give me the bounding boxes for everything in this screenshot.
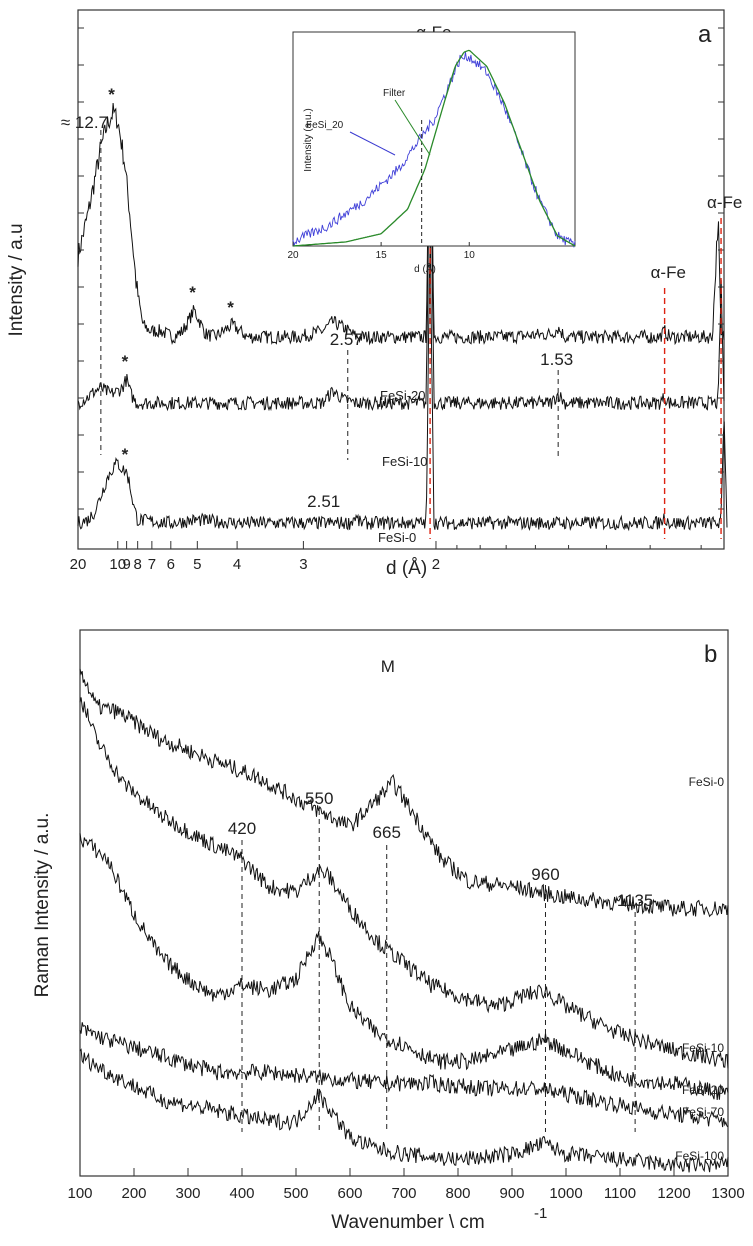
series-line-fesi-10 — [79, 697, 729, 1069]
series-label: FeSi-70 — [682, 1105, 724, 1119]
alpha-fe-label: α-Fe — [707, 193, 742, 212]
alpha-fe-label: α-Fe — [651, 263, 686, 282]
peak-star-marker: * — [122, 445, 129, 464]
x-tick-label: 1100 — [604, 1185, 636, 1202]
peak-label: 960 — [531, 865, 559, 884]
x-tick-label: 600 — [337, 1185, 362, 1202]
x-tick-label: 10 — [109, 556, 126, 573]
x-tick-label: 300 — [175, 1185, 200, 1202]
series-line-fesi-20 — [79, 833, 729, 1100]
inset-series-line-fesi_20 — [292, 52, 576, 248]
x-tick-label: 100 — [67, 1185, 92, 1202]
x-tick-label: 200 — [121, 1185, 146, 1202]
series-label: FeSi-20 — [682, 1083, 724, 1097]
x-tick-label: 7 — [148, 556, 156, 573]
x-tick-label: 500 — [283, 1185, 308, 1202]
panel-label-b: b — [704, 641, 717, 668]
peak-label: 1135 — [617, 891, 654, 910]
x-tick-label: 5 — [193, 556, 201, 573]
series-line-fesi-70 — [79, 1022, 729, 1128]
x-tick-label: 1300 — [711, 1185, 744, 1202]
x-tick-label: 1000 — [549, 1185, 582, 1202]
panel-label-a: a — [698, 21, 712, 48]
inset-y-axis-label: Intensity (a.u.) — [303, 108, 314, 171]
x-tick-label: 4 — [233, 556, 241, 573]
series-label: FeSi-0 — [378, 530, 416, 545]
series-label: FeSi-10 — [382, 454, 428, 469]
x-tick-label: 2 — [432, 556, 440, 573]
inset-x-axis-label: d (Å) — [414, 262, 436, 275]
x-tick-label: 400 — [229, 1185, 254, 1202]
x-tick-label: 8 — [133, 556, 141, 573]
y-axis-label: Raman Intensity / a.u. — [32, 813, 53, 998]
series-line-fesi-0 — [79, 668, 729, 918]
panel-a-chart: 20 109 8 7 6 5 4 3 2d (Å)Intensity / a.ua≈ 12.72… — [6, 9, 742, 579]
series-label: FeSi-0 — [689, 775, 725, 789]
series-label: FeSi-10 — [682, 1041, 724, 1055]
peak-label: 420 — [228, 819, 256, 838]
x-tick-label: 900 — [499, 1185, 524, 1202]
series-line-fesi-20 — [77, 57, 725, 346]
peak-label: 665 — [373, 823, 401, 842]
annotation-label: 2.57 — [330, 330, 363, 349]
inset-series-line-filter — [292, 49, 576, 247]
y-axis-label: Intensity / a.u — [6, 223, 27, 336]
x-tick-label: 800 — [445, 1185, 470, 1202]
x-tick-label: 20 — [70, 556, 87, 573]
inset-legend-pointer — [349, 131, 396, 156]
annotation-label: 2.51 — [307, 492, 340, 511]
x-tick-label: 9 — [122, 556, 130, 573]
peak-star-marker: * — [108, 85, 115, 104]
x-axis-label: Wavenumber \ cm — [331, 1212, 484, 1233]
series-line-fesi-100 — [79, 1048, 729, 1173]
inset-x-tick-label: 20 — [287, 250, 299, 261]
x-tick-label: 6 — [167, 556, 175, 573]
x-tick-label: 1200 — [657, 1185, 690, 1202]
panel-a-frame — [77, 9, 725, 550]
panel-b-chart: M 420 550 665 960 1135 100 200 300 400 500 600 700 80… — [32, 629, 745, 1233]
series-line-fesi-0 — [77, 236, 728, 532]
x-tick-label: 3 — [299, 556, 307, 573]
series-label: FeSi-100 — [675, 1149, 724, 1163]
peak-label: 550 — [305, 789, 333, 808]
inset-x-tick-label: 15 — [376, 250, 388, 261]
annotation-label: 1.53 — [540, 350, 573, 369]
inset-legend-pointer — [394, 99, 431, 156]
peak-star-marker: * — [227, 298, 234, 317]
x-axis-label-superscript: -1 — [534, 1205, 547, 1222]
peak-star-marker: * — [122, 352, 129, 371]
inset-x-tick-label: 10 — [464, 250, 476, 261]
series-line-fesi-10 — [77, 135, 725, 412]
x-axis-label: d (Å) — [386, 558, 427, 579]
x-tick-label: 700 — [391, 1185, 416, 1202]
peak-label: M — [381, 657, 395, 676]
series-label: FeSi-20 — [380, 388, 426, 403]
inset-legend-filter: Filter — [383, 88, 406, 99]
peak-star-marker: * — [189, 283, 196, 302]
inset-legend-fesi20: FeSi_20 — [306, 120, 344, 131]
annotation-label: ≈ 12.7 — [61, 113, 108, 132]
